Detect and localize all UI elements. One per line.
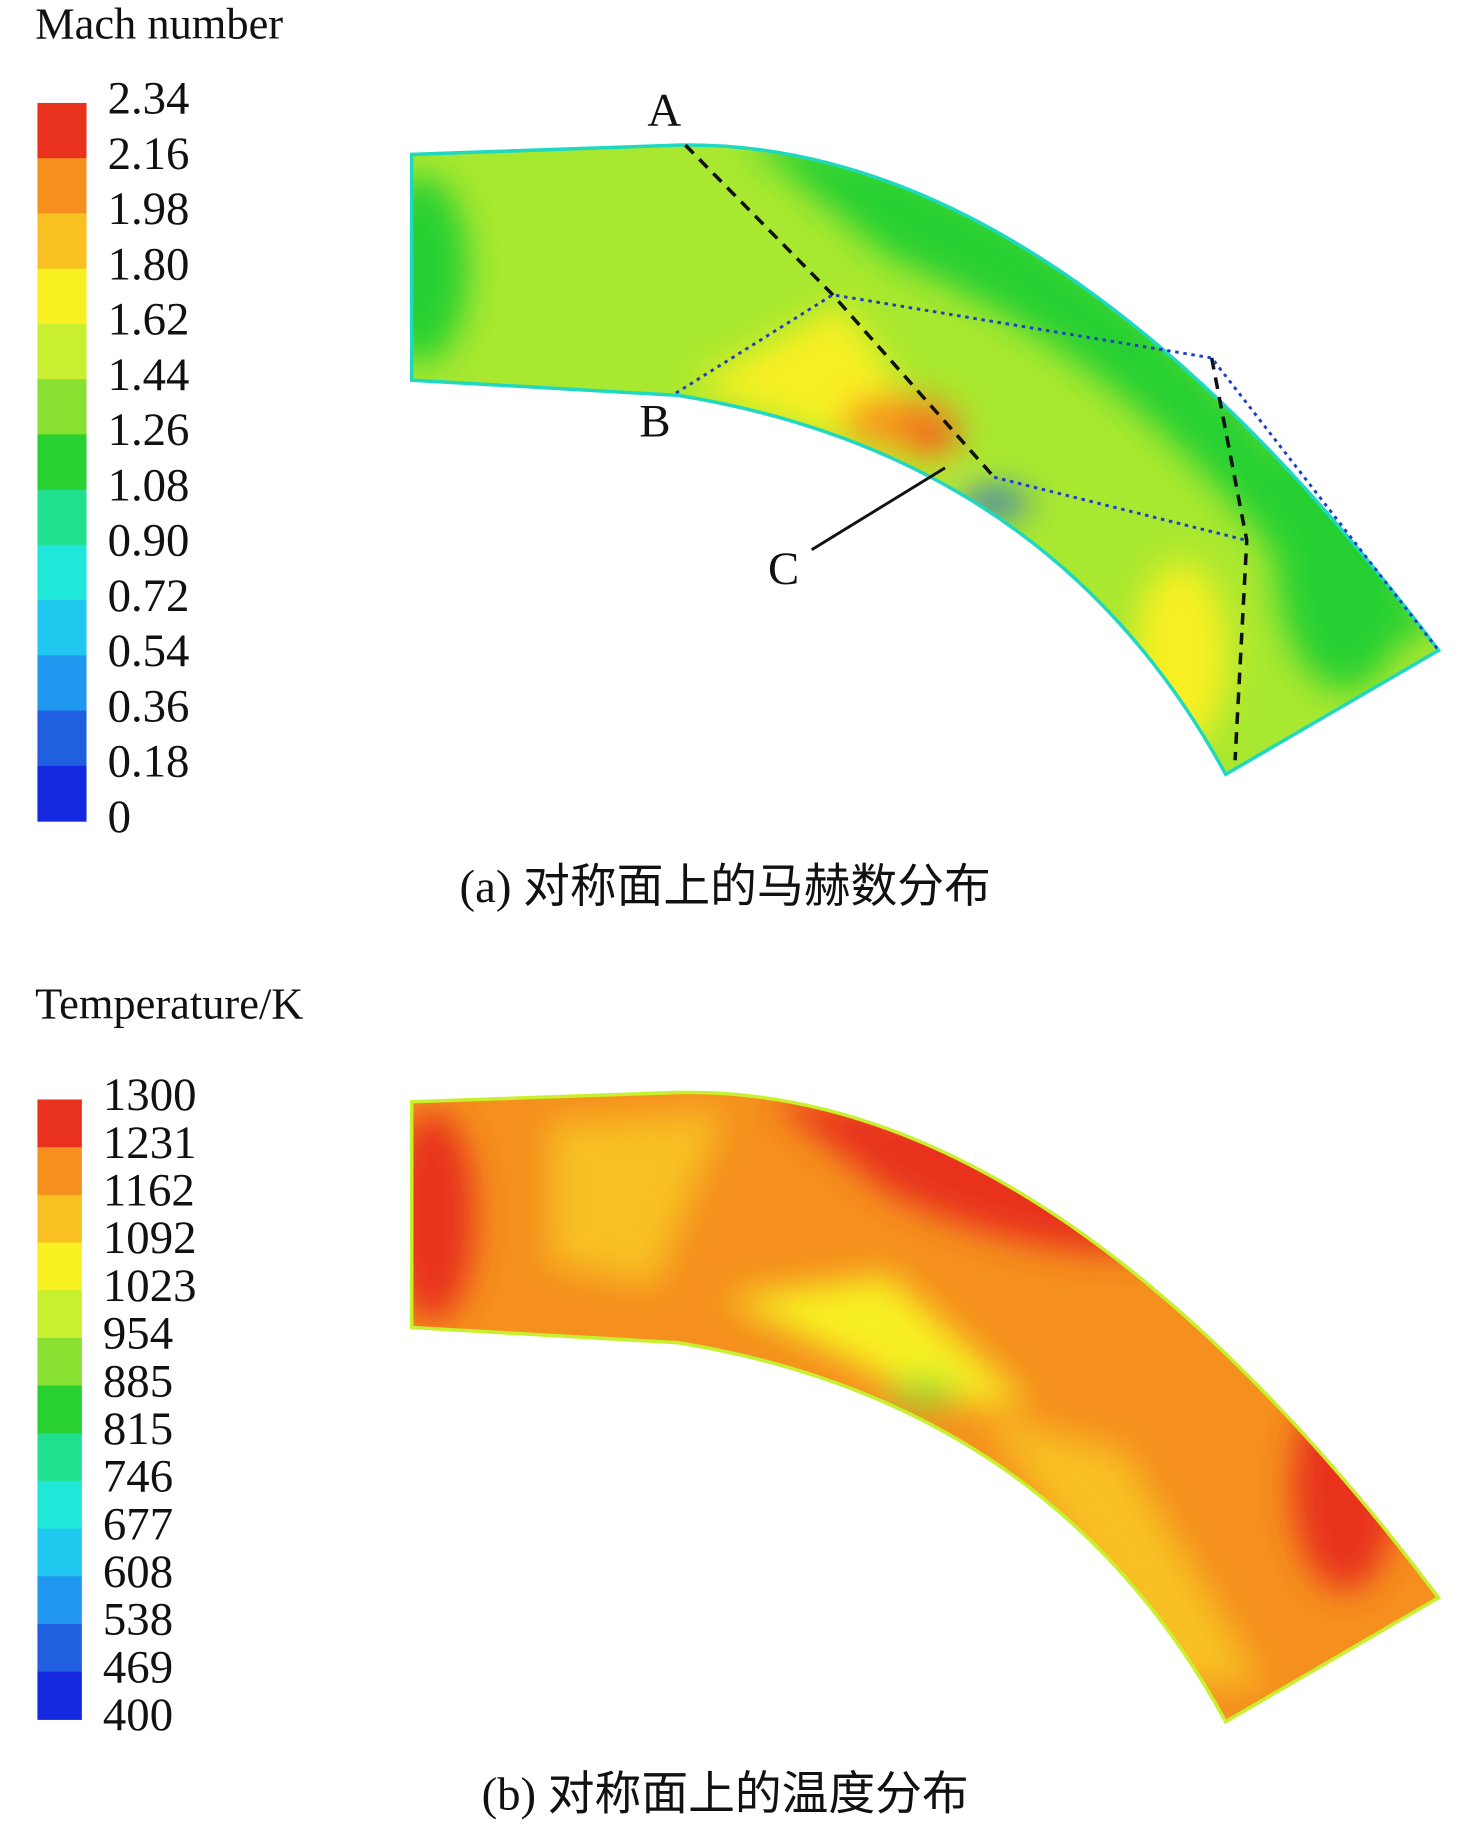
colorbar-label: 1.44 xyxy=(108,349,190,401)
colorbar-label: 0.54 xyxy=(108,625,190,677)
colorbar-segment xyxy=(37,1099,82,1148)
colorbar-segment xyxy=(37,268,87,325)
colorbar-label: 400 xyxy=(103,1689,173,1741)
colorbar-segment xyxy=(37,1576,82,1625)
colorbar-segment xyxy=(37,102,87,159)
annotation: B xyxy=(639,396,670,448)
colorbar-segment xyxy=(37,600,87,656)
colorbar-label: 1.62 xyxy=(108,294,190,346)
colorbar-label: 677 xyxy=(103,1498,173,1550)
colorbar-label: 1092 xyxy=(103,1212,197,1264)
colorbar-label: 1300 xyxy=(103,1069,197,1121)
colorbar-segment xyxy=(37,213,87,270)
colorbar-label: 0 xyxy=(108,791,131,843)
legend-title: Mach number xyxy=(35,0,283,48)
colorbar-label: 2.34 xyxy=(108,73,190,125)
colorbar-segment xyxy=(37,544,87,601)
colorbar-segment xyxy=(37,1194,82,1244)
temperature-contour xyxy=(411,1092,1439,1722)
colorbar-segment xyxy=(37,1242,82,1291)
colorbar-label: 1231 xyxy=(103,1117,197,1169)
leader-line xyxy=(810,466,946,552)
caption: (b) 对称面上的温度分布 xyxy=(482,1769,969,1821)
colorbar-segment xyxy=(37,489,87,546)
colorbar-label: 0.90 xyxy=(108,515,190,567)
colorbar-segment xyxy=(37,1290,82,1339)
colorbar-segment xyxy=(37,765,87,822)
colorbar-segment xyxy=(37,1623,82,1673)
colorbar-label: 608 xyxy=(103,1546,173,1598)
colorbar-label: 469 xyxy=(103,1641,173,1693)
colorbar-segment xyxy=(37,379,87,436)
mach-contour xyxy=(411,144,1439,775)
colorbar-label: 746 xyxy=(103,1451,173,1503)
colorbar-segment xyxy=(37,158,87,215)
colorbar-segment xyxy=(37,655,87,712)
annotation: C xyxy=(768,543,799,595)
colorbar-segment xyxy=(37,323,87,380)
colorbar-label: 1.26 xyxy=(108,404,190,456)
colorbar-segment xyxy=(37,1147,82,1196)
caption: (a) 对称面上的马赫数分布 xyxy=(460,861,991,913)
colorbar-segment xyxy=(37,1480,82,1530)
colorbar-segment xyxy=(37,710,87,767)
colorbar-label: 1023 xyxy=(103,1260,197,1312)
reflection-line xyxy=(675,293,1440,652)
colorbar-label: 0.18 xyxy=(108,736,190,788)
colorbar-label: 0.72 xyxy=(108,570,190,622)
colorbar-segment xyxy=(37,1337,82,1387)
colorbar-label: 2.16 xyxy=(108,128,190,180)
colorbar-label: 954 xyxy=(103,1308,173,1360)
colorbar-segment xyxy=(37,1433,82,1482)
colorbar-segment xyxy=(37,1671,82,1720)
colorbar-label: 815 xyxy=(103,1403,173,1455)
colorbar-label: 538 xyxy=(103,1594,173,1646)
legend-title: Temperature/K xyxy=(35,978,303,1028)
duct-outline xyxy=(409,1090,1442,1725)
colorbar-segment xyxy=(37,1528,82,1577)
colorbar-segment xyxy=(37,1385,82,1434)
colorbar-label: 0.36 xyxy=(108,680,190,732)
shock-line xyxy=(1209,357,1249,761)
colorbar-segment xyxy=(37,434,87,491)
colorbar-label: 885 xyxy=(103,1355,173,1407)
colorbar-label: 1.80 xyxy=(108,238,190,290)
shock-line xyxy=(684,143,996,479)
colorbar-label: 1.98 xyxy=(108,183,190,235)
colorbar-label: 1.08 xyxy=(108,459,190,511)
colorbar-label: 1162 xyxy=(103,1165,195,1217)
annotation: A xyxy=(647,84,681,136)
